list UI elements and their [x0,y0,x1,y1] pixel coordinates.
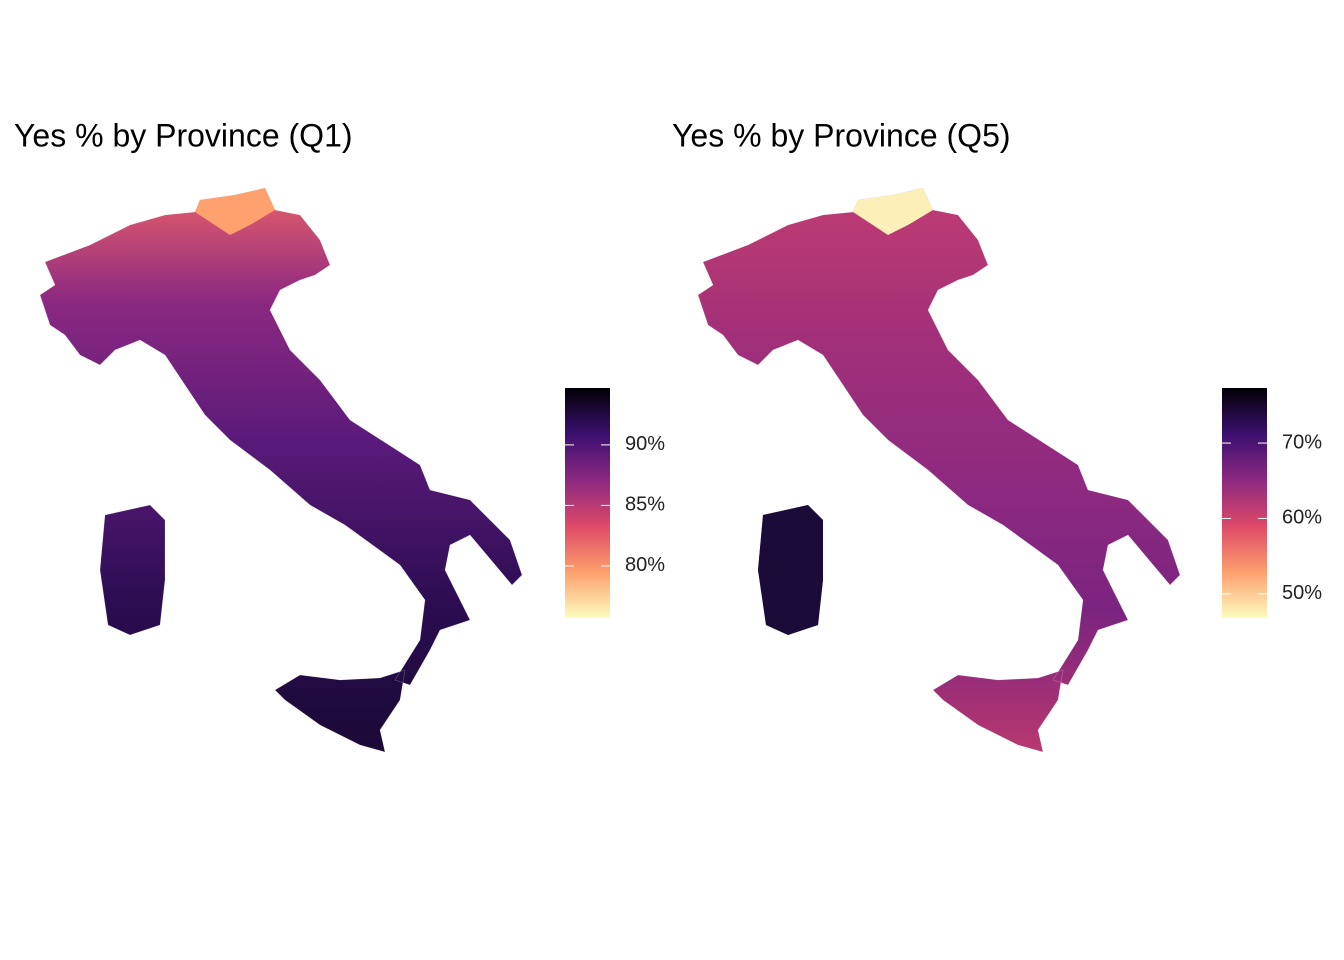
colorbar [1222,388,1267,618]
map-q1 [39,187,523,753]
map-title: Yes % by Province (Q1) [14,117,353,153]
colorbar [565,388,610,618]
colorbar-tick-label: 90% [625,433,665,455]
colorbar-tick-label: 60% [1282,507,1322,529]
map-q5 [697,187,1181,753]
map-region [853,188,933,235]
map-title: Yes % by Province (Q5) [672,117,1011,153]
colorbar-tick-label: 70% [1282,431,1322,453]
map-region [758,505,823,635]
colorbar-tick-label: 80% [625,554,665,576]
map-shape [697,187,1181,753]
colorbar-tick-label: 50% [1282,582,1322,604]
map-region [195,188,275,235]
map-shape [39,187,523,753]
colorbar-tick-label: 85% [625,494,665,516]
